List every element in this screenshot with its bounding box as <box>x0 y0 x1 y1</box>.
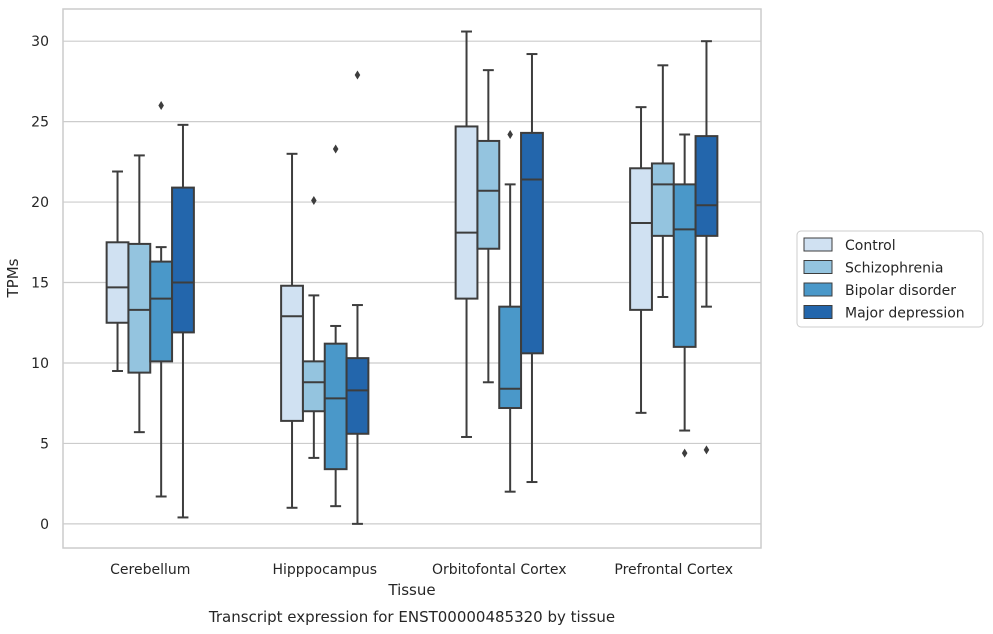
box-iqr <box>520 131 544 355</box>
series-schizophrenia <box>127 64 675 459</box>
plot-boxes <box>105 30 719 525</box>
legend-swatch <box>803 305 833 319</box>
y-tick-label-25: 25 <box>31 115 49 131</box>
legend-item-schizophrenia: Schizophrenia <box>803 260 943 277</box>
box-iqr <box>498 305 523 410</box>
plot-frame <box>62 8 762 549</box>
legend-swatch <box>803 282 833 297</box>
x-tick-label-prefrontal-cortex: Prefrontal Cortex <box>614 562 733 578</box>
y-tick-label-10: 10 <box>31 356 49 372</box>
legend-frame <box>796 230 984 328</box>
box-control-hipppocampus <box>280 152 304 509</box>
y-tick-label-20: 20 <box>31 195 49 211</box>
box-iqr <box>345 357 370 435</box>
outlier-marker <box>311 195 317 205</box>
box-schizophrenia-orbitofontal-cortex <box>476 69 501 384</box>
box-major-depression-orbitofontal-cortex <box>520 53 544 484</box>
box-control-cerebellum <box>105 170 130 373</box>
legend-swatch <box>803 237 833 252</box>
outlier-marker <box>332 144 339 154</box>
box-iqr <box>149 260 174 363</box>
outlier-marker <box>703 445 710 455</box>
outlier-marker <box>507 129 513 139</box>
box-major-depression-cerebellum <box>171 123 195 519</box>
x-axis-tick-labels: Cerebellum Hipppocampus Orbitofontal Corte… <box>110 562 733 578</box>
x-tick-label-cerebellum: Cerebellum <box>110 562 190 578</box>
legend-label: Control <box>845 238 896 254</box>
legend-item-control: Control <box>803 237 896 254</box>
legend: Control Schizophrenia Bipolar disorder Majo… <box>796 230 984 328</box>
legend-label: Bipolar disorder <box>845 283 956 299</box>
outlier-marker <box>158 101 164 111</box>
box-iqr <box>280 284 304 422</box>
box-iqr <box>454 125 479 300</box>
box-iqr <box>672 183 697 348</box>
outlier-marker <box>681 448 688 458</box>
box-bipolar-disorder-prefrontal-cortex <box>672 133 697 458</box>
series-control <box>105 30 653 509</box>
y-tick-label-5: 5 <box>40 436 49 452</box>
legend-item-bipolar-disorder: Bipolar disorder <box>803 282 956 299</box>
box-major-depression-hipppocampus <box>345 70 370 525</box>
y-axis-tick-labels: 0 5 10 15 20 25 30 <box>31 34 49 533</box>
legend-item-major-depression: Major depression <box>803 305 965 322</box>
box-iqr <box>476 139 501 250</box>
y-tick-label-15: 15 <box>31 276 49 292</box>
box-iqr <box>301 360 326 413</box>
box-iqr <box>629 167 653 311</box>
box-iqr <box>650 162 675 237</box>
y-tick-label-0: 0 <box>40 517 49 533</box>
box-control-prefrontal-cortex <box>629 106 653 414</box>
x-axis-label: Tissue <box>387 581 435 599</box>
box-bipolar-disorder-cerebellum <box>149 101 174 498</box>
box-bipolar-disorder-hipppocampus <box>323 144 348 508</box>
box-iqr <box>694 135 719 237</box>
series-bipolar-disorder <box>149 101 697 508</box>
chart-caption: Transcript expression for ENST0000048532… <box>208 608 615 626</box>
box-iqr <box>127 242 152 374</box>
legend-entries: Control Schizophrenia Bipolar disorder Majo… <box>803 237 965 322</box>
outlier-marker <box>354 70 361 80</box>
series-major-depression <box>171 40 719 525</box>
legend-label: Schizophrenia <box>845 261 943 277</box>
x-tick-label-hipppocampus: Hipppocampus <box>272 562 377 578</box>
box-iqr <box>105 241 130 324</box>
y-tick-label-30: 30 <box>31 34 49 50</box>
box-iqr <box>171 186 195 334</box>
y-axis-label: TPMs <box>4 258 22 298</box>
legend-label: Major depression <box>845 306 965 322</box>
box-bipolar-disorder-orbitofontal-cortex <box>498 129 523 493</box>
box-iqr <box>323 342 348 471</box>
x-tick-label-orbitofontal-cortex: Orbitofontal Cortex <box>432 562 567 578</box>
box-major-depression-prefrontal-cortex <box>694 40 719 455</box>
legend-swatch <box>803 260 833 274</box>
